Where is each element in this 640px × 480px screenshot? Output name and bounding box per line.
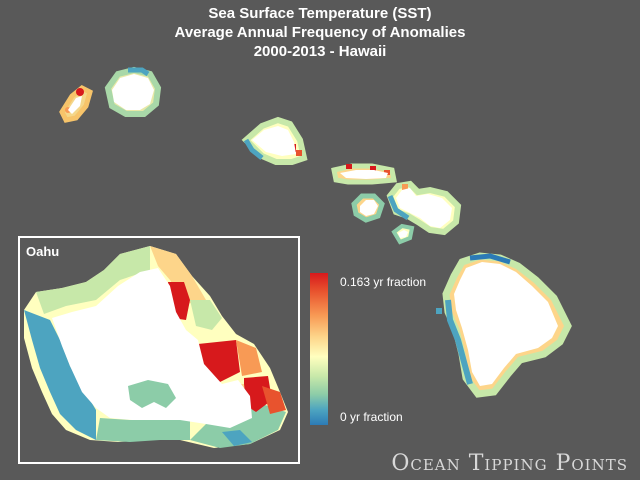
title-line-3: 2000-2013 - Hawaii xyxy=(253,43,387,60)
ocean-tipping-points-logo: Ocean Tipping Points xyxy=(391,451,628,476)
oahu-inset-frame xyxy=(18,236,300,464)
island-oahu xyxy=(241,116,308,165)
legend-min-label: 0 yr fraction xyxy=(340,410,403,424)
island-lanai xyxy=(351,193,385,223)
island-molokai xyxy=(331,163,397,185)
legend-max-label: 0.163 yr fraction xyxy=(340,275,427,289)
island-kauai xyxy=(104,66,162,117)
island-maui xyxy=(386,180,462,236)
map-title: Sea Surface Temperature (SST) Average An… xyxy=(0,4,640,61)
title-line-2: Average Annual Frequency of Anomalies xyxy=(174,24,466,41)
island-hawaii xyxy=(436,252,572,398)
island-kahoolawe xyxy=(391,223,415,245)
oahu-inset-map xyxy=(24,246,288,448)
inset-label: Oahu xyxy=(26,244,60,259)
island-niihau xyxy=(59,85,93,123)
legend-color-bar xyxy=(310,273,328,425)
title-line-1: Sea Surface Temperature (SST) xyxy=(208,5,432,22)
